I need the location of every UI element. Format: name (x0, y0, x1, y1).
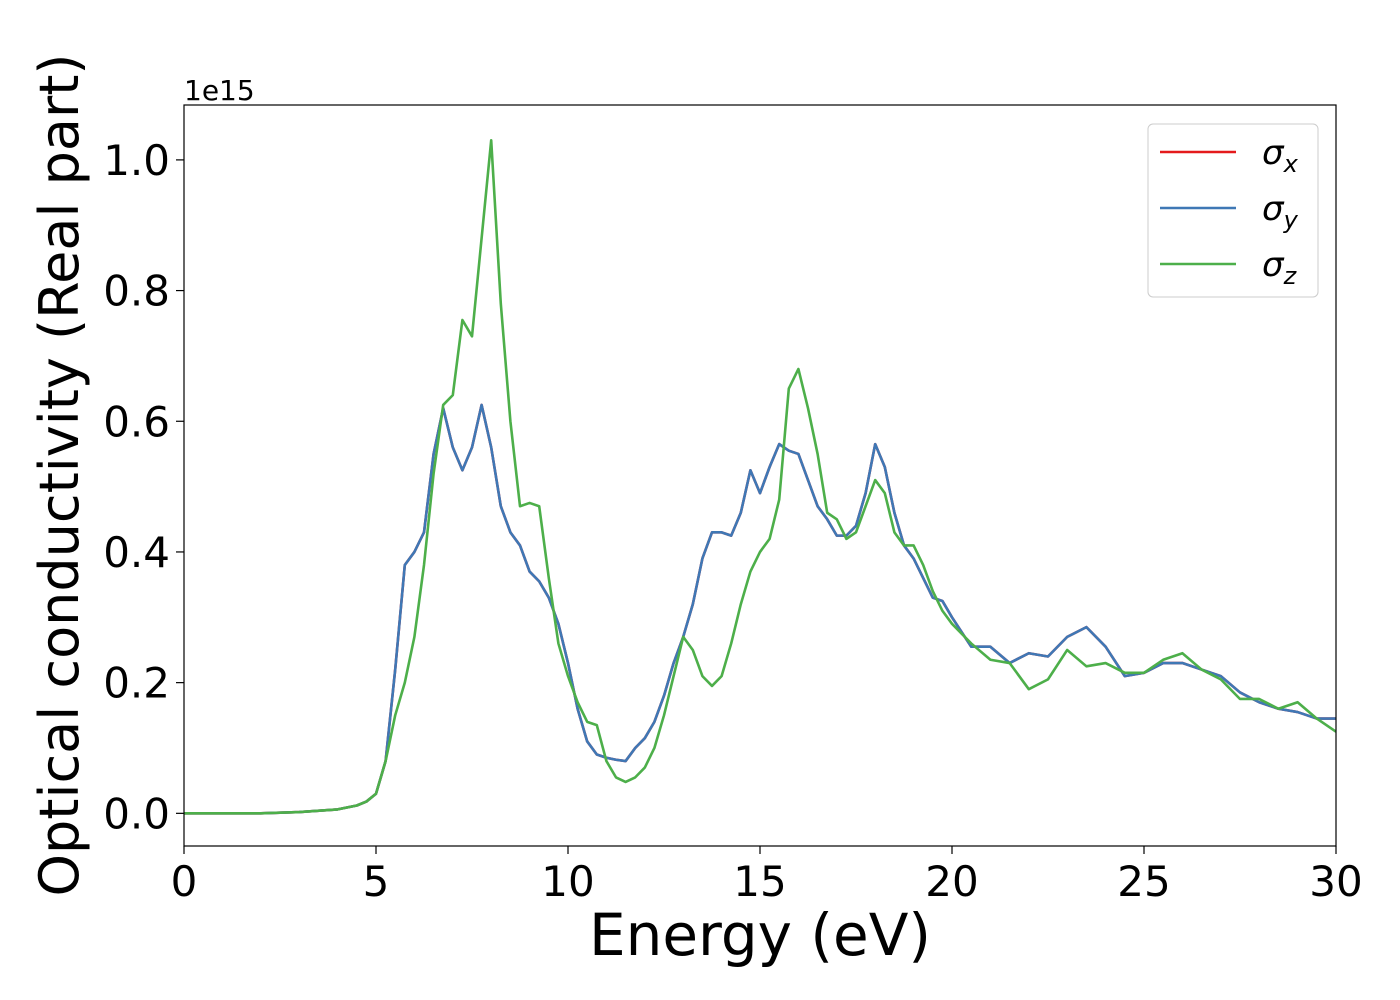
legend: σx σy σz (1147, 123, 1319, 298)
series-line (184, 403, 1336, 815)
x-tick-label: 5 (363, 857, 390, 906)
y-tick-label: 0.8 (103, 267, 170, 316)
legend-box (1147, 123, 1319, 298)
x-axis-label: Energy (eV) (589, 901, 931, 969)
legend-label: σy (1262, 189, 1299, 234)
y-tick-label: 0.2 (103, 659, 170, 708)
series-line (184, 138, 1336, 815)
x-tick-label: 30 (1309, 857, 1362, 906)
y-tick-label: 1.0 (103, 136, 170, 185)
x-tick-label: 25 (1117, 857, 1170, 906)
plot-lines (184, 138, 1336, 815)
y-tick-label: 0.6 (103, 397, 170, 446)
x-tick-label: 0 (171, 857, 198, 906)
legend-label: σx (1262, 133, 1299, 178)
y-tick-label: 0.4 (103, 528, 170, 577)
plot-frame (183, 104, 1337, 847)
x-tick-label: 15 (733, 857, 786, 906)
x-tick-label: 20 (925, 857, 978, 906)
y-axis-label: Optical conductivity (Real part) (28, 54, 91, 897)
legend-label: σz (1262, 245, 1298, 290)
series-line (184, 403, 1336, 815)
x-tick-label: 10 (541, 857, 594, 906)
y-tick-label: 0.0 (103, 789, 170, 838)
y-offset-label: 1e15 (184, 74, 255, 107)
